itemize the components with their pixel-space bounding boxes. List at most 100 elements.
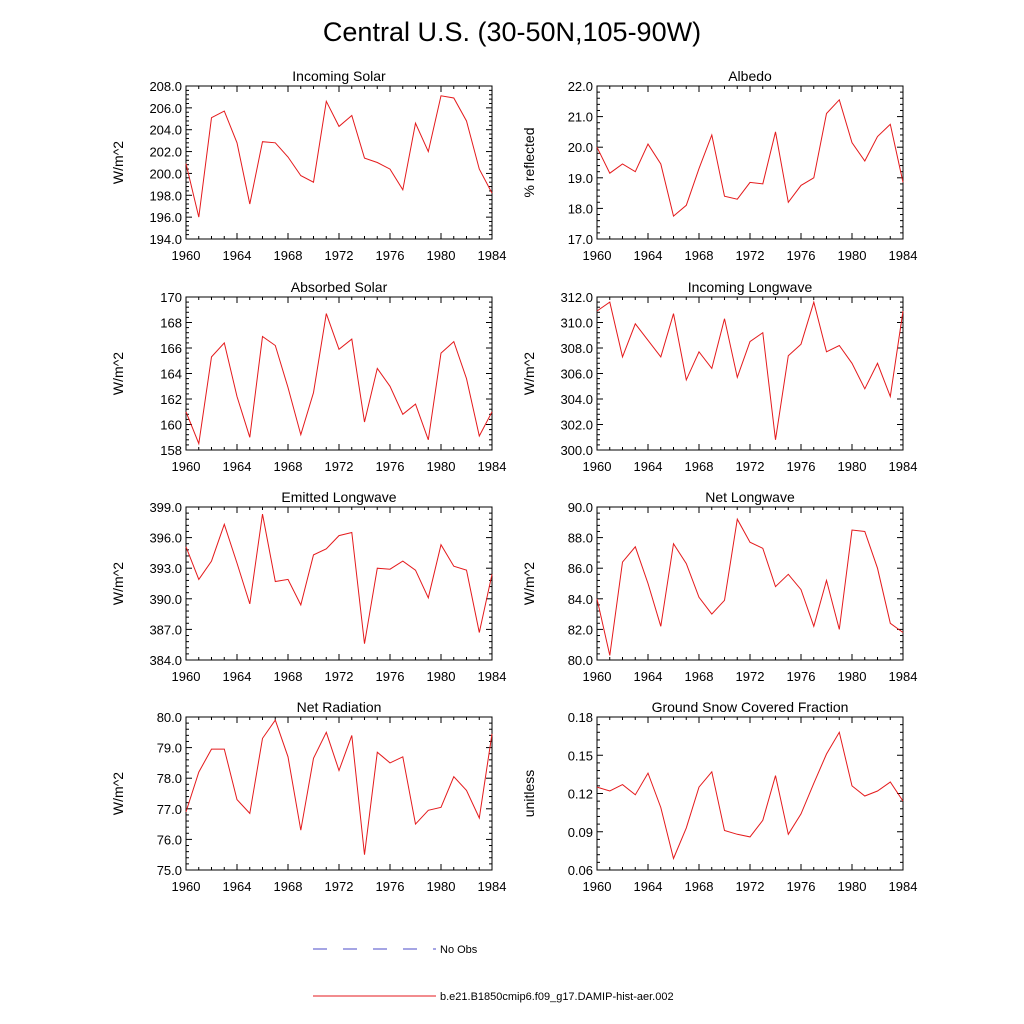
x-tick-label: 1968 <box>685 669 714 684</box>
x-tick-label: 1972 <box>325 879 354 894</box>
y-tick-label: 198.0 <box>149 188 182 203</box>
series-line-emitted-longwave <box>185 514 493 644</box>
panel-incoming-solar: Incoming Solar 1960 1964 1968 1972 1976 1980 19… <box>110 68 506 263</box>
x-tick-label: 1976 <box>376 669 405 684</box>
y-tick-label: 206.0 <box>149 101 182 116</box>
x-tick-label: 1984 <box>478 669 507 684</box>
series-line-net-radiation <box>185 719 493 855</box>
panel-title: Net Longwave <box>705 489 795 505</box>
y-tick-label: 194.0 <box>149 232 182 247</box>
y-tick-label: 304.0 <box>560 392 593 407</box>
y-tick-label: 160 <box>160 418 182 433</box>
x-tick-label: 1976 <box>787 459 816 474</box>
y-tick-label: 21.0 <box>568 110 593 125</box>
y-tick-label: 200.0 <box>149 166 182 181</box>
y-tick-label: 77.0 <box>157 802 182 817</box>
x-tick-label: 1972 <box>736 459 765 474</box>
panel-ground-snow-covered-fraction: Ground Snow Covered Fraction 1960 1964 1968… <box>521 699 917 894</box>
y-tick-label: 18.0 <box>568 201 593 216</box>
x-tick-label: 1960 <box>583 879 612 894</box>
x-tick-label: 1964 <box>223 459 252 474</box>
y-tick-label: 86.0 <box>568 561 593 576</box>
x-tick-label: 1972 <box>325 669 354 684</box>
y-tick-label: 300.0 <box>560 443 593 458</box>
panel-absorbed-solar: Absorbed Solar 1960 1964 1968 1972 1976 1980 19… <box>110 279 506 474</box>
y-tick-label: 17.0 <box>568 232 593 247</box>
y-axis-label: unitless <box>521 770 537 817</box>
y-tick-label: 79.0 <box>157 741 182 756</box>
y-tick-label: 0.18 <box>568 710 593 725</box>
x-tick-label: 1972 <box>736 248 765 263</box>
y-tick-label: 162 <box>160 392 182 407</box>
y-tick-label: 88.0 <box>568 531 593 546</box>
x-tick-label: 1980 <box>427 879 456 894</box>
x-tick-label: 1968 <box>685 459 714 474</box>
y-tick-label: 170 <box>160 290 182 305</box>
y-tick-label: 166 <box>160 341 182 356</box>
panel-title: Albedo <box>728 68 772 84</box>
x-tick-label: 1976 <box>787 879 816 894</box>
legend-label-model: b.e21.B1850cmip6.f09_g17.DAMIP-hist-aer.… <box>440 991 674 1003</box>
y-tick-label: 0.09 <box>568 825 593 840</box>
y-tick-label: 310.0 <box>560 316 593 331</box>
y-tick-label: 158 <box>160 443 182 458</box>
x-tick-label: 1960 <box>172 669 201 684</box>
plot-frame <box>185 85 493 240</box>
y-tick-label: 20.0 <box>568 140 593 155</box>
y-tick-label: 390.0 <box>149 592 182 607</box>
panel-title: Net Radiation <box>297 699 382 715</box>
y-tick-label: 80.0 <box>157 710 182 725</box>
panels: Incoming Solar 1960 1964 1968 1972 1976 1980 19… <box>110 68 917 894</box>
y-tick-label: 76.0 <box>157 832 182 847</box>
y-tick-label: 384.0 <box>149 653 182 668</box>
x-tick-label: 1984 <box>478 879 507 894</box>
legend: No Obs b.e21.B1850cmip6.f09_g17.DAMIP-hi… <box>313 944 674 1003</box>
plot-frame <box>185 716 493 871</box>
x-tick-label: 1976 <box>376 248 405 263</box>
x-tick-label: 1980 <box>838 248 867 263</box>
x-tick-label: 1976 <box>787 669 816 684</box>
x-tick-label: 1968 <box>274 459 303 474</box>
y-axis-label: W/m^2 <box>110 352 126 395</box>
y-tick-label: 387.0 <box>149 622 182 637</box>
y-tick-label: 78.0 <box>157 771 182 786</box>
series-line-albedo <box>596 98 904 218</box>
y-tick-label: 196.0 <box>149 210 182 225</box>
panel-emitted-longwave: Emitted Longwave 1960 1964 1968 1972 1976 1980… <box>110 489 506 684</box>
panel-net-radiation: Net Radiation 1960 1964 1968 1972 1976 1980 198… <box>110 699 506 894</box>
legend-label-no-obs: No Obs <box>440 944 478 956</box>
y-tick-label: 308.0 <box>560 341 593 356</box>
y-tick-label: 202.0 <box>149 145 182 160</box>
x-tick-label: 1968 <box>274 669 303 684</box>
x-tick-label: 1980 <box>427 459 456 474</box>
series-line-ground-snow-covered-fraction <box>596 730 904 861</box>
x-tick-label: 1980 <box>427 669 456 684</box>
y-tick-label: 80.0 <box>568 653 593 668</box>
y-tick-label: 0.06 <box>568 863 593 878</box>
x-tick-label: 1968 <box>685 248 714 263</box>
series-line-incoming-longwave <box>596 300 904 440</box>
x-tick-label: 1972 <box>325 248 354 263</box>
x-tick-label: 1964 <box>223 879 252 894</box>
y-axis-label: W/m^2 <box>521 352 537 395</box>
x-tick-label: 1984 <box>889 248 918 263</box>
x-tick-label: 1964 <box>634 669 663 684</box>
y-tick-label: 208.0 <box>149 79 182 94</box>
y-tick-label: 90.0 <box>568 500 593 515</box>
x-tick-label: 1980 <box>838 879 867 894</box>
x-tick-label: 1980 <box>427 248 456 263</box>
y-tick-label: 168 <box>160 316 182 331</box>
y-axis-label: W/m^2 <box>110 772 126 815</box>
x-tick-label: 1980 <box>838 459 867 474</box>
y-tick-label: 0.12 <box>568 787 593 802</box>
x-tick-label: 1964 <box>223 248 252 263</box>
x-tick-label: 1972 <box>736 669 765 684</box>
x-tick-label: 1960 <box>583 248 612 263</box>
y-tick-label: 396.0 <box>149 531 182 546</box>
x-tick-label: 1968 <box>274 879 303 894</box>
x-tick-label: 1984 <box>478 459 507 474</box>
panel-incoming-longwave: Incoming Longwave 1960 1964 1968 1972 1976 198… <box>521 279 917 474</box>
x-tick-label: 1980 <box>838 669 867 684</box>
y-tick-label: 204.0 <box>149 123 182 138</box>
